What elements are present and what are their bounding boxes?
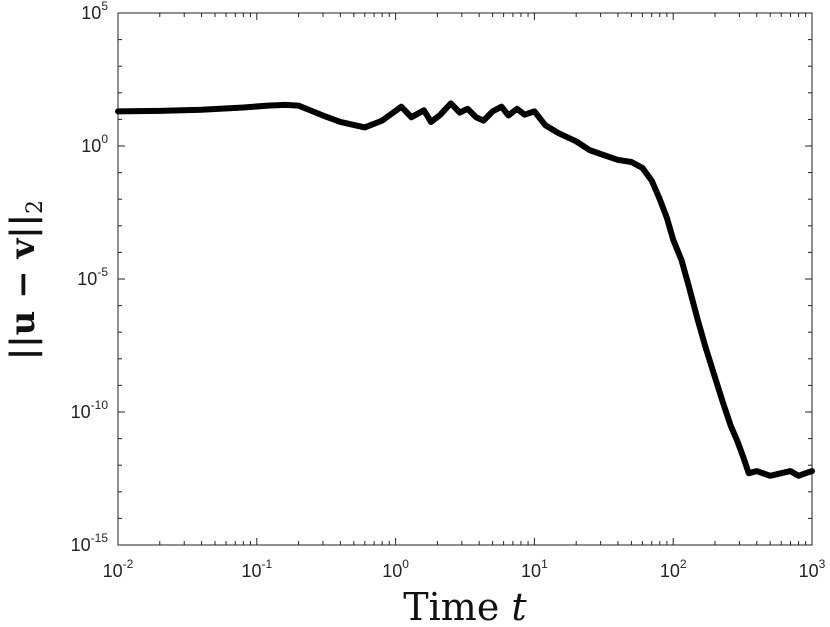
y-axis: 105 100 10-5 10-10 10-15 [71, 0, 812, 555]
x-tick-label: 101 [521, 557, 548, 581]
x-tick-label: 102 [660, 557, 687, 581]
x-tick-label: 103 [799, 557, 826, 581]
plot-border [117, 12, 813, 546]
y-tick-label: 10-5 [77, 265, 108, 289]
y-tick-label: 10-10 [71, 398, 109, 422]
series-group [115, 100, 815, 479]
x-tick-label: 10-2 [103, 557, 134, 581]
y-tick-label: 100 [81, 132, 108, 156]
x-tick-label: 10-1 [241, 557, 272, 581]
y-tick-label: 105 [81, 0, 108, 23]
plot-frame [117, 12, 813, 546]
x-tick-label: 100 [382, 557, 409, 581]
series-line [115, 100, 815, 479]
y-tick-label: 10-15 [71, 531, 109, 555]
x-axis-label: Time t [403, 585, 527, 627]
x-axis: 10-2 10-1 100 101 102 103 [103, 13, 826, 581]
y-axis-label: ||u − v||2 [3, 200, 48, 360]
